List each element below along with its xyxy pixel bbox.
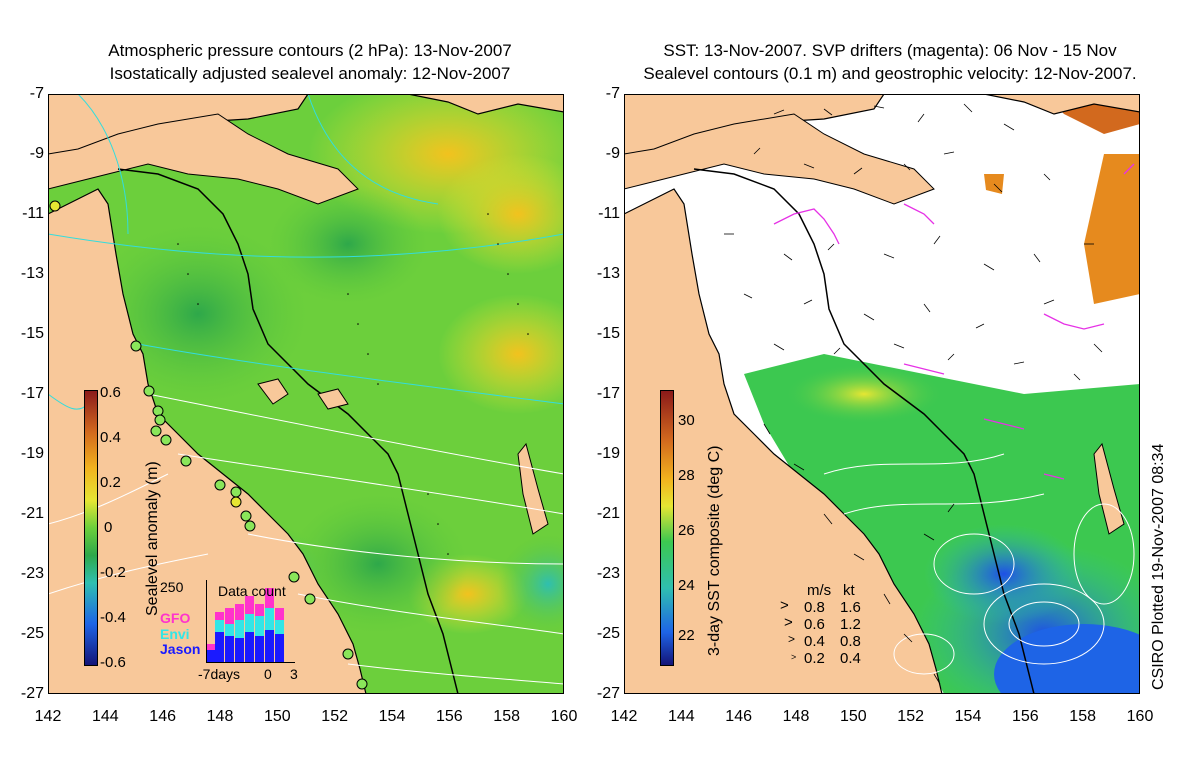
y-tick-label: -11 xyxy=(598,205,620,222)
arrow-icon: > xyxy=(784,614,793,631)
x-tick-label: 150 xyxy=(263,708,291,725)
y-tick-label: -15 xyxy=(596,325,620,342)
left-title-line1: Atmospheric pressure contours (2 hPa): 1… xyxy=(108,41,512,60)
x-tick-label: 158 xyxy=(1069,708,1096,725)
y-tick-label: -17 xyxy=(596,385,620,402)
y-tick-label: -13 xyxy=(20,265,44,282)
sealevel-colorbar xyxy=(84,390,98,666)
data-count-bars xyxy=(207,588,284,662)
x-tick-label: 154 xyxy=(378,708,406,725)
x-tick-label: 142 xyxy=(610,708,638,725)
arrow-icon: > xyxy=(791,652,797,662)
right-title-line2: Sealevel contours (0.1 m) and geostrophi… xyxy=(643,64,1137,83)
y-tick-label: -9 xyxy=(29,145,44,162)
velocity-key-kt: 0.8 xyxy=(840,633,861,650)
x-tick-label: 150 xyxy=(839,708,867,725)
left-axes-frame xyxy=(48,94,564,694)
y-tick-label: -19 xyxy=(20,445,44,462)
right-axes-frame xyxy=(624,94,1140,694)
y-tick-label: -7 xyxy=(29,85,44,102)
velocity-key-ms: 0.4 xyxy=(804,633,825,650)
legend-gfo: GFO xyxy=(160,610,191,626)
left-title-line2: Isostatically adjusted sealevel anomaly:… xyxy=(109,64,511,83)
y-tick-label: -13 xyxy=(596,265,620,282)
sla-cb-tick-1: 0.4 xyxy=(100,429,121,446)
sla-cb-tick-0: 0.6 xyxy=(100,384,121,401)
y-tick-label: -23 xyxy=(20,565,44,582)
sst-map xyxy=(624,94,1140,694)
y-tick-label: -19 xyxy=(596,445,620,462)
arrow-icon: > xyxy=(788,632,796,646)
x-tick-label: 152 xyxy=(321,708,348,725)
velocity-key-kt: 1.6 xyxy=(840,599,861,616)
inset-x-label-start: -7days xyxy=(198,666,241,682)
velocity-key-ms-header: m/s xyxy=(807,582,832,599)
x-tick-label: 148 xyxy=(206,708,234,725)
sst-cb-tick-2: 26 xyxy=(678,522,695,539)
x-tick-label: 148 xyxy=(782,708,810,725)
x-tick-label: 156 xyxy=(1011,708,1039,725)
x-tick-label: 144 xyxy=(91,708,119,725)
sla-cb-tick-5: -0.4 xyxy=(100,609,126,626)
data-count-inset xyxy=(206,580,295,663)
x-tick-label: 146 xyxy=(725,708,752,725)
data-count-ymax: 250 xyxy=(160,579,184,595)
sla-cb-tick-2: 0.2 xyxy=(100,474,121,491)
velocity-key-ms: 0.2 xyxy=(804,650,825,667)
velocity-key-kt-header: kt xyxy=(843,582,855,599)
data-count-title: Data count xyxy=(218,583,286,599)
y-tick-label: -25 xyxy=(20,625,44,642)
y-tick-label: -23 xyxy=(596,565,620,582)
legend-jason: Jason xyxy=(160,641,201,657)
legend-envi: Envi xyxy=(160,626,190,642)
sla-cb-tick-4: -0.2 xyxy=(100,564,126,581)
sst-cb-tick-1: 28 xyxy=(678,467,695,484)
sst-cb-tick-0: 30 xyxy=(678,412,695,429)
sst-cb-tick-4: 22 xyxy=(678,627,695,644)
velocity-key-ms: 0.8 xyxy=(804,599,825,616)
plot-credit: CSIRO Plotted 19-Nov-2007 08:34 xyxy=(1150,443,1167,690)
x-tick-label: 160 xyxy=(1126,708,1154,725)
y-tick-label: -21 xyxy=(20,505,44,522)
inset-x-label-zero: 0 xyxy=(264,666,272,682)
arrow-icon: > xyxy=(780,597,789,614)
x-tick-label: 146 xyxy=(149,708,176,725)
y-tick-label: -27 xyxy=(596,685,620,702)
y-tick-label: -25 xyxy=(596,625,620,642)
y-tick-label: -21 xyxy=(596,505,620,522)
sla-cb-tick-3: 0 xyxy=(104,519,113,536)
right-title-line1: SST: 13-Nov-2007. SVP drifters (magenta)… xyxy=(663,41,1117,60)
x-tick-label: 144 xyxy=(667,708,695,725)
x-tick-label: 152 xyxy=(897,708,924,725)
velocity-key-kt: 0.4 xyxy=(840,650,861,667)
sst-cb-tick-3: 24 xyxy=(678,577,695,594)
y-tick-label: -7 xyxy=(605,85,620,102)
sla-cb-tick-6: -0.6 xyxy=(100,654,126,671)
x-tick-label: 160 xyxy=(550,708,578,725)
sst-colorbar xyxy=(660,390,674,666)
x-tick-label: 142 xyxy=(34,708,62,725)
sealevel-anomaly-map xyxy=(48,94,564,694)
velocity-key-ms: 0.6 xyxy=(804,616,825,633)
y-tick-label: -9 xyxy=(605,145,620,162)
inset-x-label-end: 3 xyxy=(290,666,298,682)
y-tick-label: -17 xyxy=(20,385,44,402)
x-tick-label: 158 xyxy=(493,708,520,725)
y-tick-label: -27 xyxy=(20,685,44,702)
y-tick-label: -11 xyxy=(22,205,44,222)
x-tick-label: 156 xyxy=(435,708,463,725)
velocity-key-kt: 1.2 xyxy=(840,616,861,633)
x-tick-label: 154 xyxy=(954,708,982,725)
y-tick-label: -15 xyxy=(20,325,44,342)
